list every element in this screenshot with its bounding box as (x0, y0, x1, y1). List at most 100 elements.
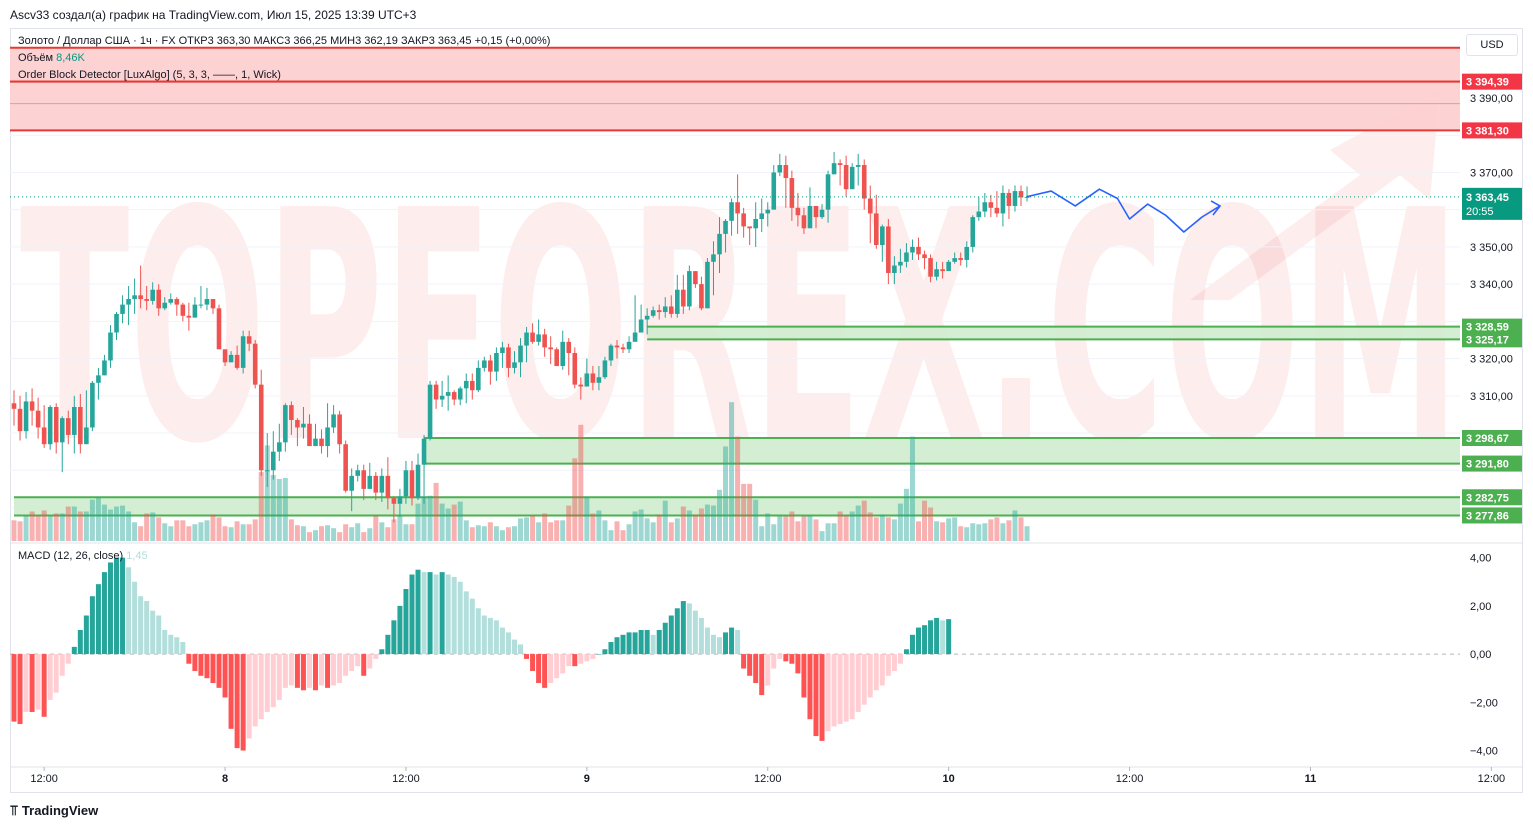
zone-price-tag (1462, 429, 1522, 446)
candle-body (373, 475, 379, 493)
macd-histogram-bar (801, 654, 807, 698)
macd-histogram-bar (819, 654, 825, 741)
candle-body (488, 360, 493, 372)
macd-histogram-bar (481, 615, 487, 655)
macd-histogram-bar (602, 649, 608, 655)
candle-body (162, 302, 168, 309)
time-tick-label: 12:00 (1478, 773, 1506, 785)
time-axis[interactable]: 12:00812:00912:001012:001112:001412:0015… (30, 767, 1533, 785)
volume-bar (602, 520, 608, 541)
bullish-order-block (14, 497, 1460, 516)
volume-bar (765, 513, 771, 541)
volume-bar (994, 517, 1000, 541)
volume-bar (710, 505, 716, 541)
volume-bar (614, 521, 620, 541)
candle-body (216, 308, 222, 350)
volume-bar (837, 511, 843, 541)
candle-body (433, 384, 439, 400)
current-price-label: 3 363,45 (1466, 192, 1509, 204)
volume-bar (144, 513, 150, 541)
macd-histogram-bar (922, 625, 928, 655)
candle-body (735, 202, 740, 214)
volume-bar (481, 526, 487, 541)
candlesticks (10, 151, 1460, 523)
indicator-legend[interactable]: Order Block Detector [LuxAlgo] (5, 3, 3,… (18, 69, 281, 81)
volume-bar (596, 510, 602, 541)
macd-histogram-bar (325, 654, 331, 688)
volume-bar (313, 530, 318, 541)
macd-histogram-bar (83, 615, 89, 655)
volume-bar (367, 528, 373, 541)
volume-bar (150, 512, 156, 541)
candle-body (572, 353, 578, 385)
tradingview-logo[interactable]: ⫪ TradingView (10, 802, 98, 819)
macd-histogram-bar (909, 634, 915, 655)
macd-histogram-bar (95, 584, 101, 655)
candle-body (138, 295, 143, 300)
macd-legend[interactable]: MACD (12, 26, close) 1,45 (18, 550, 148, 562)
zone-price-label: 3 291,80 (1466, 459, 1509, 471)
volume-bar (349, 527, 355, 541)
candle-body (403, 470, 409, 497)
volume-bar (433, 482, 439, 541)
candle-body (150, 289, 155, 301)
currency-selector[interactable]: USD (1466, 34, 1518, 56)
volume-legend-value: 8,46K (56, 52, 85, 64)
volume-bar (114, 506, 120, 541)
macd-histogram-bar (735, 629, 741, 655)
candle-body (301, 423, 306, 428)
candle-body (873, 213, 879, 246)
symbol-legend[interactable]: Золото / Доллар США · 1ч · FX ОТКР3 363,… (18, 35, 551, 47)
volume-legend[interactable]: Объём 8,46K (18, 52, 85, 64)
macd-histogram-bar (765, 654, 771, 686)
candle-body (222, 349, 228, 363)
candle-body (910, 246, 915, 253)
candle-body (35, 410, 41, 428)
volume-bar (867, 512, 873, 541)
macd-histogram-bar (638, 629, 644, 655)
macd-histogram-bar (101, 572, 107, 655)
bearish-order-block (10, 81, 1460, 131)
volume-bar (282, 477, 288, 541)
zone-price-tag (1462, 73, 1522, 90)
volume-bar (704, 504, 710, 541)
candle-body (729, 202, 734, 221)
candle-body (596, 377, 602, 383)
candle-body (174, 299, 180, 305)
volume-bar (29, 511, 35, 541)
candle-body (548, 347, 553, 350)
candle-body (307, 423, 312, 447)
volume-bar (686, 510, 692, 541)
volume-bar (101, 504, 107, 541)
candle-body (295, 420, 300, 428)
candle-body (855, 165, 861, 167)
volume-bar (457, 501, 463, 541)
volume-bar (71, 506, 77, 541)
macd-histogram-bar (445, 574, 451, 655)
macd-histogram-bar (747, 654, 753, 676)
macd-histogram-bar (391, 620, 397, 655)
volume-bar (807, 515, 813, 541)
candle-body (47, 406, 53, 445)
volume-bar (861, 500, 867, 541)
macd-histogram-bar (17, 654, 23, 725)
candle-body (892, 265, 897, 273)
macd-histogram-bar (879, 654, 885, 686)
zone-price-tag (1462, 455, 1522, 472)
price-axis[interactable]: 3 394,39 3 381,30 3 328,593 325,17 3 298,67… (1462, 73, 1522, 758)
volume-bar (222, 526, 228, 541)
macd-histogram-bar (903, 649, 909, 655)
volume-bar (234, 521, 240, 541)
candle-body (807, 205, 813, 229)
volume-bar (1000, 523, 1006, 541)
macd-tick-label: 2,00 (1470, 601, 1491, 613)
candle-body (777, 165, 783, 173)
volume-bar (831, 523, 837, 541)
candle-body (934, 269, 939, 277)
forecast-arrowhead-icon (1210, 200, 1222, 216)
candle-body (693, 271, 698, 285)
candle-body (512, 362, 517, 368)
volume-bar (759, 526, 765, 541)
volume-bar (216, 517, 222, 541)
